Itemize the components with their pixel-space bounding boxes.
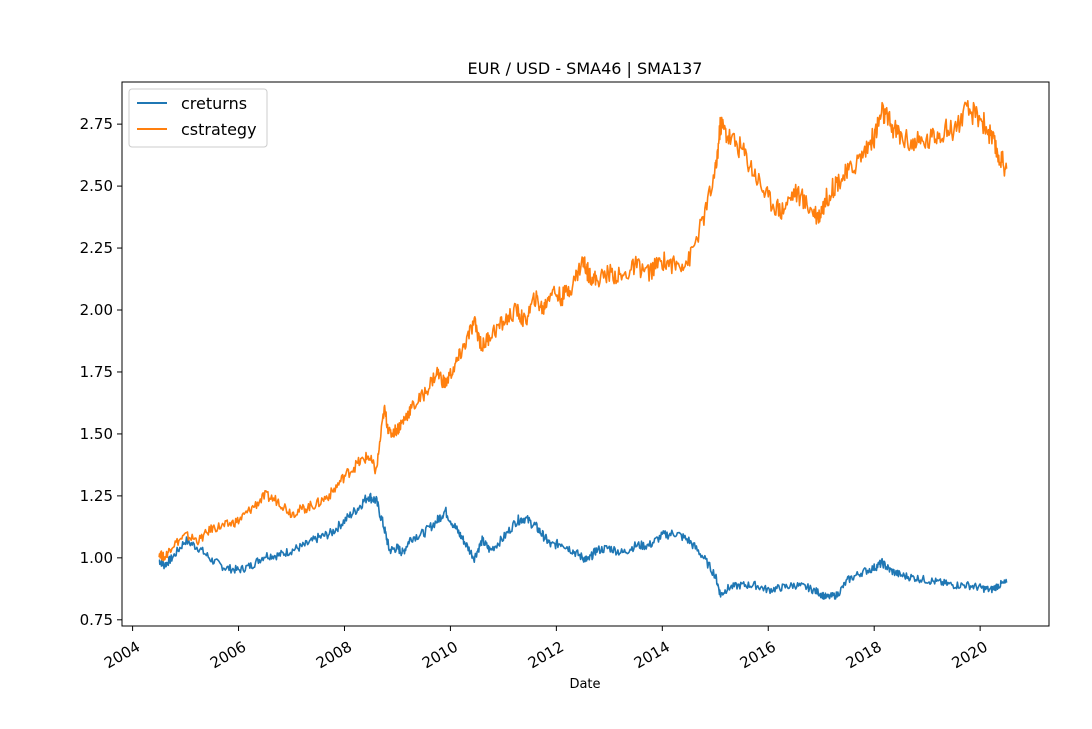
legend-label-cstrategy: cstrategy [181, 120, 257, 139]
legend-label-creturns: creturns [181, 94, 247, 113]
y-tick-label: 1.50 [80, 425, 113, 443]
chart-title: EUR / USD - SMA46 | SMA137 [468, 59, 703, 78]
y-tick-label: 2.50 [80, 177, 113, 195]
y-tick-label: 2.25 [80, 239, 113, 257]
y-axis: 0.75 1.00 1.25 1.50 1.75 2.00 2.25 2.50 2.75 [80, 115, 122, 629]
x-axis-label: Date [569, 677, 600, 692]
y-tick-label: 1.00 [80, 549, 113, 567]
series-line-cstrategy [158, 100, 1008, 562]
legend: creturns cstrategy [128, 88, 268, 148]
y-tick-label: 0.75 [80, 611, 113, 629]
y-tick-label: 1.75 [80, 363, 113, 381]
y-tick-label: 2.00 [80, 301, 113, 319]
plot-area [158, 100, 1008, 600]
y-tick-label: 1.25 [80, 487, 113, 505]
y-tick-label: 2.75 [80, 115, 113, 133]
series-line-creturns [158, 492, 1008, 600]
axes-frame [121, 81, 1050, 627]
